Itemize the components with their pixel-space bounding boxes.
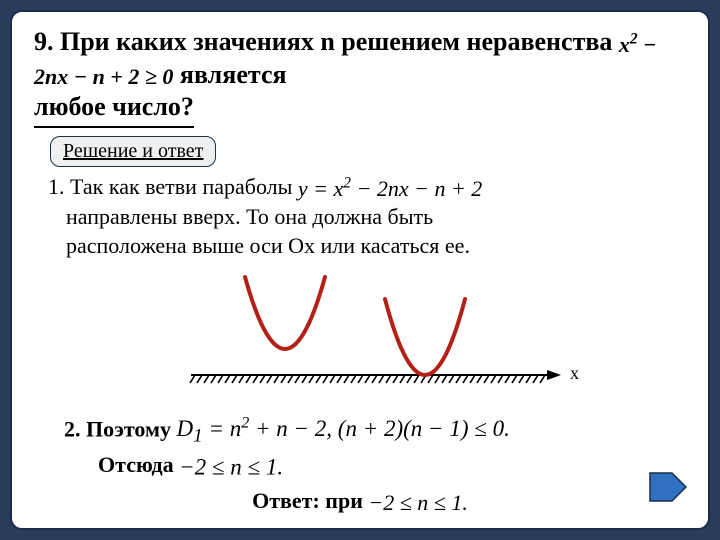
axis-x-label: x: [570, 363, 579, 384]
question-suffix: является: [180, 60, 287, 89]
answer-prefix: Ответ: при: [252, 488, 368, 513]
question-prefix: 9. При каких значениях n решением нераве…: [34, 27, 619, 56]
step2-prefix: 2. Поэтому: [64, 416, 176, 441]
step1-line1: 1. Так как ветви параболы: [48, 174, 298, 199]
next-arrow-button[interactable]: [646, 469, 690, 510]
step2-line2-prefix: Отсюда: [98, 452, 179, 477]
question-lastline: любое число?: [34, 91, 194, 128]
solution-button[interactable]: Решение и ответ: [50, 136, 216, 167]
step1-line3: расположена выше оси Ох или касаться ее.: [66, 233, 470, 258]
next-arrow-icon: [646, 469, 690, 505]
diagram-svg: [145, 269, 575, 409]
step2-discr: D1 = n2 + n − 2, (n + 2)(n − 1) ≤ 0.: [176, 416, 509, 441]
step2-range: −2 ≤ n ≤ 1.: [179, 454, 283, 479]
answer-block: Ответ: при −2 ≤ n ≤ 1.: [34, 488, 686, 516]
step1-func: y = x2 − 2nx − n + 2: [298, 176, 482, 201]
step1-block: 1. Так как ветви параболы y = x2 − 2nx −…: [48, 173, 686, 261]
parabola-diagram: x: [145, 269, 575, 409]
answer-range: −2 ≤ n ≤ 1.: [368, 490, 468, 515]
step1-line2: направлены вверх. То она должна быть: [66, 204, 433, 229]
step2-block: 2. Поэтому D1 = n2 + n − 2, (n + 2)(n − …: [64, 413, 686, 483]
slide-card: 9. При каких значениях n решением нераве…: [10, 10, 710, 530]
question-block: 9. При каких значениях n решением нераве…: [34, 26, 686, 128]
